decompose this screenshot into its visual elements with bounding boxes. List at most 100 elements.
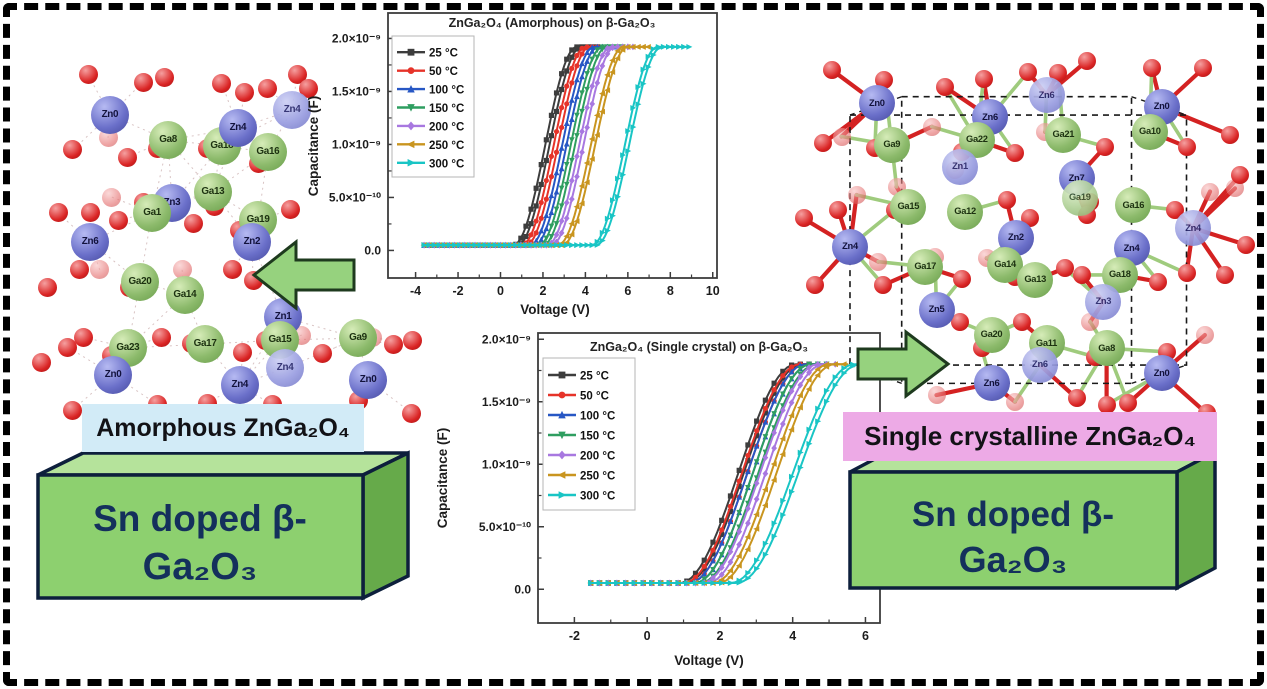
gallium-atom-Ga21: Ga21 bbox=[1045, 116, 1082, 153]
oxygen-atom bbox=[73, 327, 93, 347]
substrate-box-right: Sn doped β- Ga₂O₃ bbox=[848, 449, 1217, 591]
oxygen-atom bbox=[212, 73, 232, 93]
gallium-atom-Ga14: Ga14 bbox=[165, 276, 204, 314]
legend-marker-triangle-left bbox=[406, 140, 415, 149]
atom-label: Ga15 bbox=[268, 334, 292, 346]
atom-label: Ga14 bbox=[173, 289, 197, 301]
atom-label: Ga20 bbox=[128, 275, 152, 287]
atom-label: Zn4 bbox=[283, 104, 301, 116]
oxygen-atom bbox=[1231, 166, 1250, 185]
weak-bond bbox=[89, 241, 141, 283]
oxygen-atom bbox=[1006, 144, 1024, 163]
atom-label: Ga20 bbox=[980, 329, 1003, 340]
oxygen-atom bbox=[48, 203, 68, 223]
oxygen-atom bbox=[257, 78, 277, 98]
weak-bond bbox=[267, 109, 293, 153]
legend-label: 300 °C bbox=[429, 158, 464, 170]
oxygen-atom bbox=[80, 202, 100, 222]
legend-marker-circle bbox=[407, 67, 415, 75]
oxygen-atom bbox=[37, 278, 57, 298]
weak-bond bbox=[239, 367, 286, 386]
oxygen-atom bbox=[287, 65, 307, 85]
legend-marker-circle bbox=[558, 391, 566, 399]
y-tick-label: 5.0×10⁻¹⁰ bbox=[329, 190, 381, 204]
arrow-to-amorphous bbox=[251, 238, 356, 312]
legend-marker-triangle-right bbox=[407, 159, 416, 167]
y-tick-label: 1.0×10⁻⁹ bbox=[332, 137, 381, 151]
legend-marker-triangle-up bbox=[407, 84, 415, 93]
oxygen-atom bbox=[63, 140, 83, 160]
x-axis-label: Voltage (V) bbox=[520, 302, 590, 317]
y-axis-label: Capacitance (F) bbox=[306, 96, 321, 197]
oxygen-atom bbox=[1006, 392, 1024, 411]
gallium-atom-Ga9: Ga9 bbox=[873, 127, 910, 164]
series-300°C bbox=[421, 44, 693, 249]
y-tick-label: 1.0×10⁻⁹ bbox=[482, 457, 531, 471]
oxygen-atom bbox=[832, 127, 851, 146]
gallium-atom-Ga10: Ga10 bbox=[1131, 113, 1168, 150]
legend-label: 25 °C bbox=[429, 48, 458, 60]
atom-label: Ga21 bbox=[1052, 129, 1075, 140]
zinc-atom-Zn0: Zn0 bbox=[1143, 355, 1180, 392]
zinc-atom-Zn4: Zn4 bbox=[218, 109, 257, 148]
atom-label: Zn3 bbox=[1095, 296, 1112, 307]
y-axis-label: Capacitance (F) bbox=[435, 428, 450, 529]
gallium-atom-Ga9: Ga9 bbox=[339, 319, 377, 358]
atom-label: Zn2 bbox=[1008, 232, 1024, 243]
atom-label: Zn0 bbox=[1153, 367, 1170, 378]
x-tick-label: 6 bbox=[862, 629, 869, 643]
gallium-atom-Ga8: Ga8 bbox=[149, 121, 188, 160]
box-front-face bbox=[36, 473, 365, 600]
oxygen-atom bbox=[1194, 59, 1213, 78]
gallium-atom-Ga8: Ga8 bbox=[1088, 330, 1125, 367]
zinc-atom-Zn1: Zn1 bbox=[942, 148, 978, 185]
oxygen-atom bbox=[299, 79, 319, 99]
atom-label: Zn2 bbox=[243, 236, 261, 248]
oxygen-atom bbox=[1019, 62, 1038, 81]
y-tick-label: 5.0×10⁻¹⁰ bbox=[479, 520, 531, 534]
atom-label: Zn4 bbox=[1123, 242, 1140, 253]
legend-label: 200 °C bbox=[429, 121, 464, 133]
atom-label: Zn4 bbox=[229, 122, 247, 134]
atom-label: Ga14 bbox=[994, 259, 1016, 270]
oxygen-atom bbox=[133, 72, 153, 92]
legend: 25 °C 50 °C 100 °C 150 °C 200 °C 250 °C 300 °C bbox=[391, 35, 475, 178]
legend-marker-triangle-left bbox=[557, 471, 566, 479]
atom-label: Ga8 bbox=[1098, 342, 1115, 353]
atom-label: Zn4 bbox=[842, 240, 858, 251]
oxygen-atom bbox=[874, 276, 893, 295]
right-block-arrow-icon bbox=[856, 328, 951, 400]
gallium-atom-Ga14: Ga14 bbox=[987, 246, 1024, 283]
oxygen-atom bbox=[1221, 125, 1240, 144]
x-tick-label: 4 bbox=[582, 284, 589, 298]
zinc-atom-Zn0: Zn0 bbox=[858, 85, 895, 122]
oxygen-atom bbox=[1055, 259, 1074, 278]
legend-marker-diamond bbox=[407, 121, 415, 131]
oxygen-atom bbox=[1149, 272, 1168, 291]
legend-label: 50 °C bbox=[429, 66, 458, 78]
oxygen-atom bbox=[62, 400, 82, 420]
oxygen-atom bbox=[794, 209, 813, 228]
atom-label: Ga17 bbox=[914, 261, 937, 272]
substrate-label-line2: Ga₂O₃ bbox=[143, 546, 258, 588]
zinc-atom-Zn5: Zn5 bbox=[918, 292, 955, 329]
gallium-atom-Ga12: Ga12 bbox=[947, 193, 984, 230]
legend-label: 100 °C bbox=[580, 411, 615, 423]
oxygen-atom bbox=[155, 67, 175, 87]
oxygen-atom bbox=[108, 210, 128, 230]
oxygen-atom bbox=[1012, 312, 1031, 331]
single-crystal-caption-text: Single crystalline ZnGa₂O₄ bbox=[864, 421, 1196, 451]
single-crystal-caption: Single crystalline ZnGa₂O₄ bbox=[843, 412, 1217, 461]
amorphous-structure-panel: Zn0 Ga8 Ga18 Zn4 Ga16 Zn4 Ga13 Zn3 Ga1 Ga19 Zn2 Zn6… bbox=[30, 55, 422, 430]
oxygen-atom bbox=[1237, 235, 1256, 254]
oxygen-atom bbox=[402, 403, 422, 423]
oxygen-atom bbox=[952, 269, 971, 288]
weak-bond bbox=[109, 114, 169, 141]
atom-label: Ga12 bbox=[954, 206, 976, 217]
oxygen-atom bbox=[90, 260, 110, 280]
oxygen-atom bbox=[1142, 58, 1161, 77]
oxygen-atom bbox=[922, 117, 941, 136]
oxygen-atom bbox=[383, 335, 403, 355]
x-axis-label: Voltage (V) bbox=[674, 653, 744, 668]
oxygen-atom bbox=[233, 342, 253, 362]
